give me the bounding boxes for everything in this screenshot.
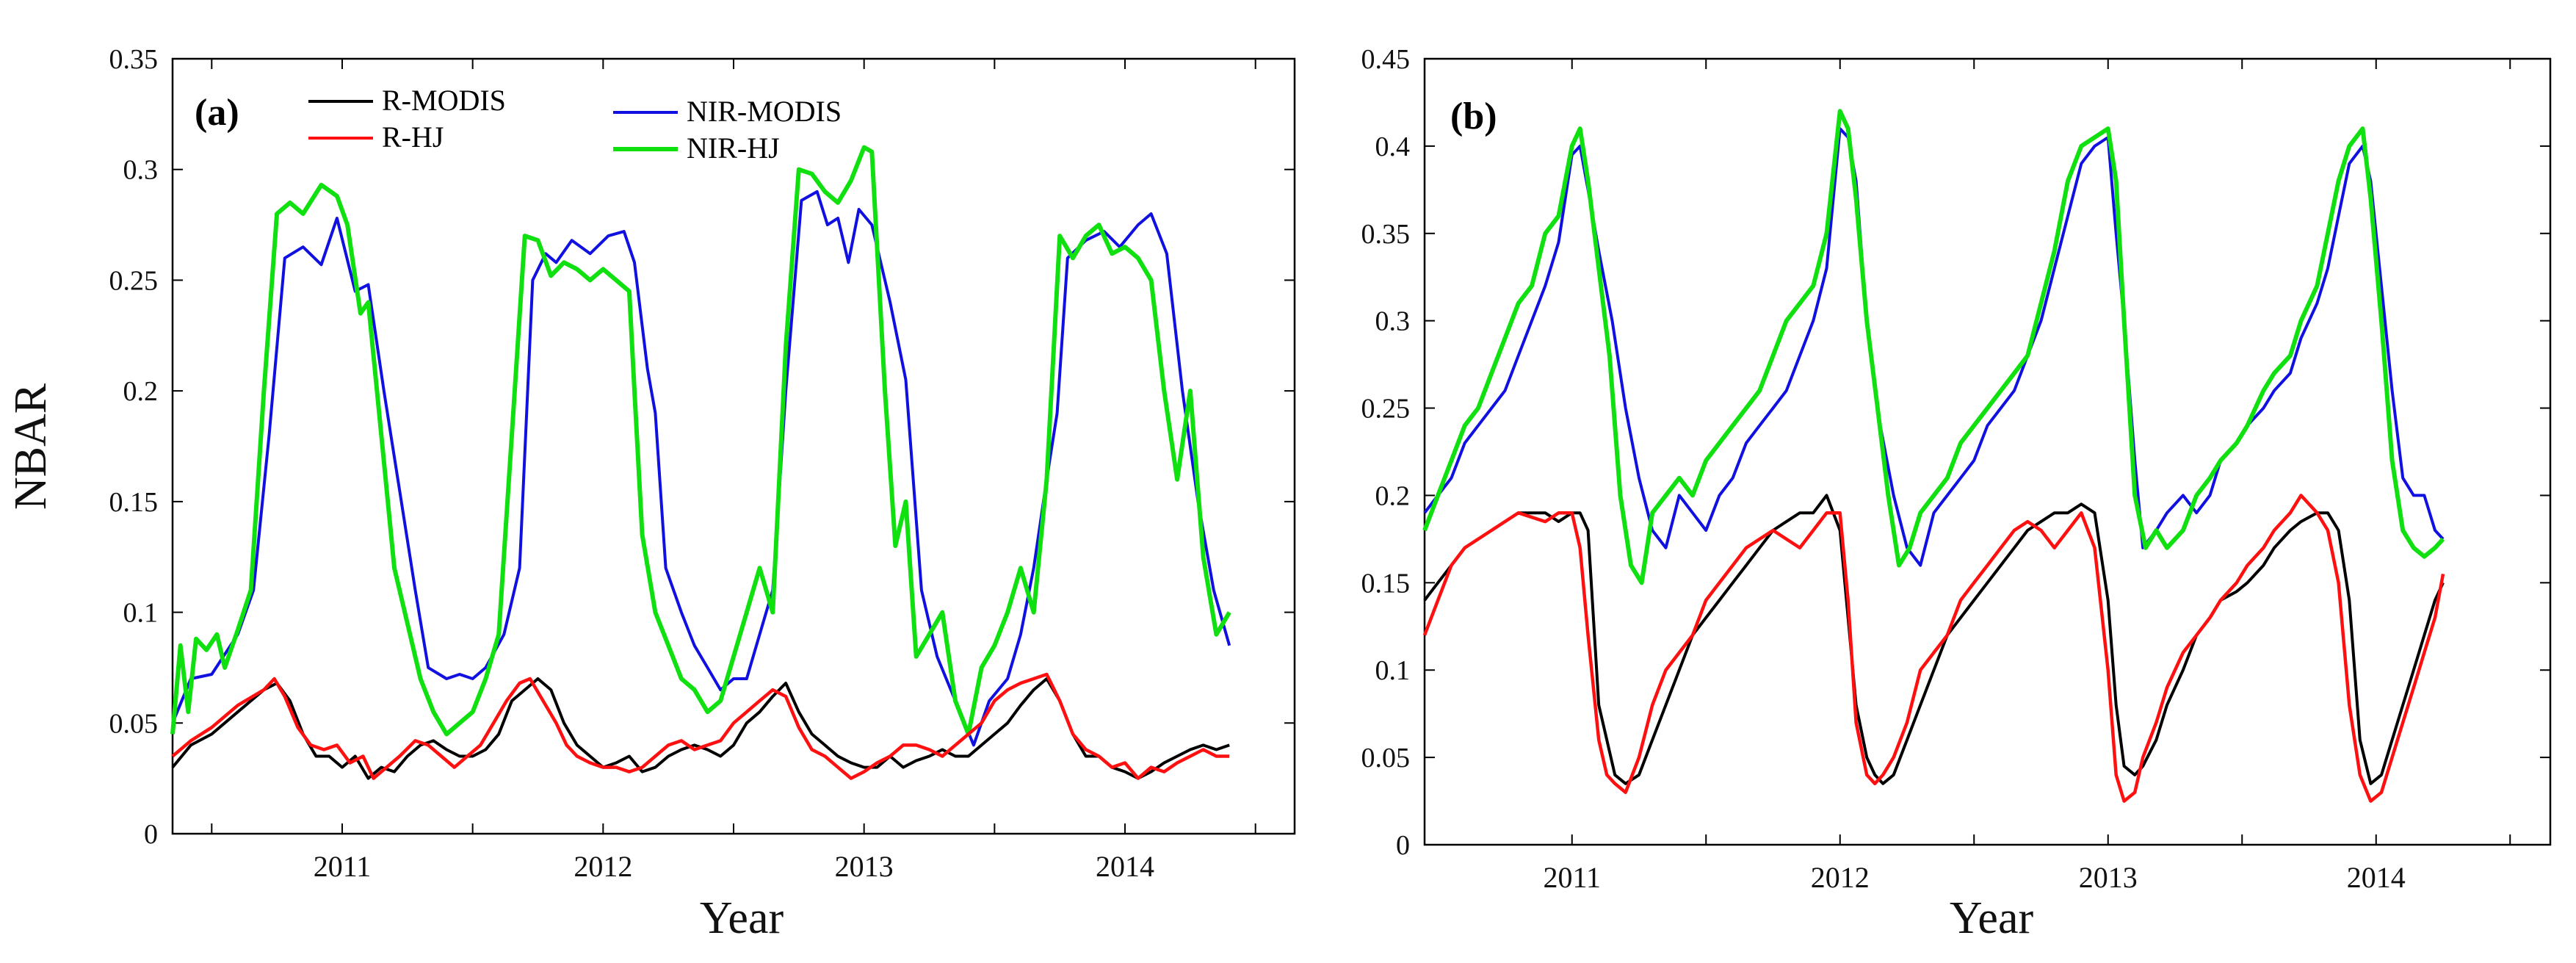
legend-label-nir-modis: NIR-MODIS <box>687 95 842 128</box>
b-y-tick-label: 0.2 <box>1375 480 1411 511</box>
b-x-tick-label: 2011 <box>1543 861 1601 894</box>
legend-label-r-modis: R-MODIS <box>382 84 506 117</box>
legend-label-nir-hj: NIR-HJ <box>687 131 780 165</box>
b-y-tick-label: 0.15 <box>1361 568 1411 599</box>
b-series-nir-modis <box>1423 127 2445 567</box>
b-panel-label: (b) <box>1450 95 1497 137</box>
b-series-r-hj <box>1422 494 2445 803</box>
a-y-tick-label: 0.1 <box>123 598 159 629</box>
b-x-tick-label: 2014 <box>2347 861 2406 894</box>
a-x-tick-label: 2013 <box>835 850 894 883</box>
b-y-tick-label: 0.35 <box>1361 219 1411 250</box>
a-y-tick-label: 0.15 <box>109 487 159 518</box>
a-y-tick-label: 0.3 <box>123 155 159 186</box>
panel-a-chart: 0 0.05 0.1 0.15 0.2 0.25 0.3 0.35 2011 2012 2013 20… <box>6 44 1296 943</box>
a-x-tick-label: 2012 <box>574 850 632 883</box>
b-x-tick-label: 2013 <box>2079 861 2138 894</box>
b-x-tick-label: 2012 <box>1811 861 1870 894</box>
panel-b-chart: 0 0.05 0.1 0.15 0.2 0.25 0.3 0.35 0.4 0.45 2011 201… <box>1361 44 2552 943</box>
legend-label-r-hj: R-HJ <box>382 120 444 154</box>
b-y-tick-label: 0.1 <box>1375 655 1411 686</box>
b-x-axis-title: Year <box>1950 893 2034 943</box>
a-x-tick-label: 2011 <box>314 850 372 883</box>
a-panel-label: (a) <box>195 92 239 134</box>
b-y-tick-label: 0 <box>1396 830 1410 861</box>
a-y-tick-label: 0.05 <box>109 708 159 739</box>
b-series-nir-hj <box>1422 109 2445 585</box>
b-y-tick-label: 0.25 <box>1361 394 1411 425</box>
b-y-tick-label: 0.45 <box>1361 44 1411 75</box>
b-plot-frame <box>1423 57 2552 846</box>
a-x-axis-title: Year <box>700 893 784 943</box>
a-x-tick-label: 2014 <box>1096 850 1154 883</box>
a-y-tick-label: 0 <box>144 819 158 850</box>
b-y-tick-label: 0.3 <box>1375 306 1411 337</box>
a-y-tick-label: 0.25 <box>109 265 159 296</box>
a-plot-frame <box>171 57 1296 835</box>
a-y-axis-title: NBAR <box>6 383 56 510</box>
b-y-tick-label: 0.4 <box>1375 131 1411 162</box>
b-y-tick-label: 0.05 <box>1361 743 1411 773</box>
a-y-tick-label: 0.2 <box>123 376 159 407</box>
a-series-nir-hj <box>170 145 1231 737</box>
a-series-r-hj <box>171 672 1230 780</box>
a-y-tick-label: 0.35 <box>109 44 159 75</box>
a-series-nir-modis <box>171 190 1231 747</box>
